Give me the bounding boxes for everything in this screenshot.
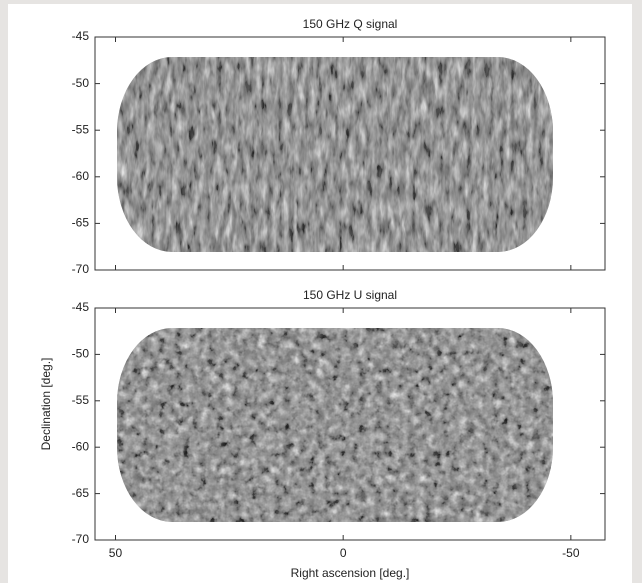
- y-tick-label: -70: [72, 262, 90, 276]
- y-tick-label: -60: [72, 439, 90, 453]
- x-tick-label: -50: [562, 546, 580, 560]
- y-tick-label: -45: [72, 300, 90, 314]
- y-tick-label: -45: [72, 29, 90, 43]
- y-tick-label: -60: [72, 169, 90, 183]
- x-tick-label: 50: [109, 546, 123, 560]
- panel-title: 150 GHz Q signal: [303, 17, 398, 31]
- x-tick-label: 0: [340, 546, 347, 560]
- y-tick-label: -55: [72, 122, 90, 136]
- axes-frame: [94, 307, 606, 541]
- y-tick-label: -50: [72, 76, 90, 90]
- x-axis-label: Right ascension [deg.]: [291, 566, 410, 580]
- sky-map: [117, 57, 553, 252]
- panel-title: 150 GHz U signal: [303, 288, 397, 302]
- y-axis-label: Declination [deg.]: [39, 358, 53, 451]
- y-tick-label: -65: [72, 216, 90, 230]
- y-tick-label: -65: [72, 486, 90, 500]
- sky-map: [117, 328, 553, 522]
- y-tick-label: -55: [72, 393, 90, 407]
- y-tick-label: -70: [72, 532, 90, 546]
- axes-frame: [94, 36, 606, 271]
- y-tick-label: -50: [72, 347, 90, 361]
